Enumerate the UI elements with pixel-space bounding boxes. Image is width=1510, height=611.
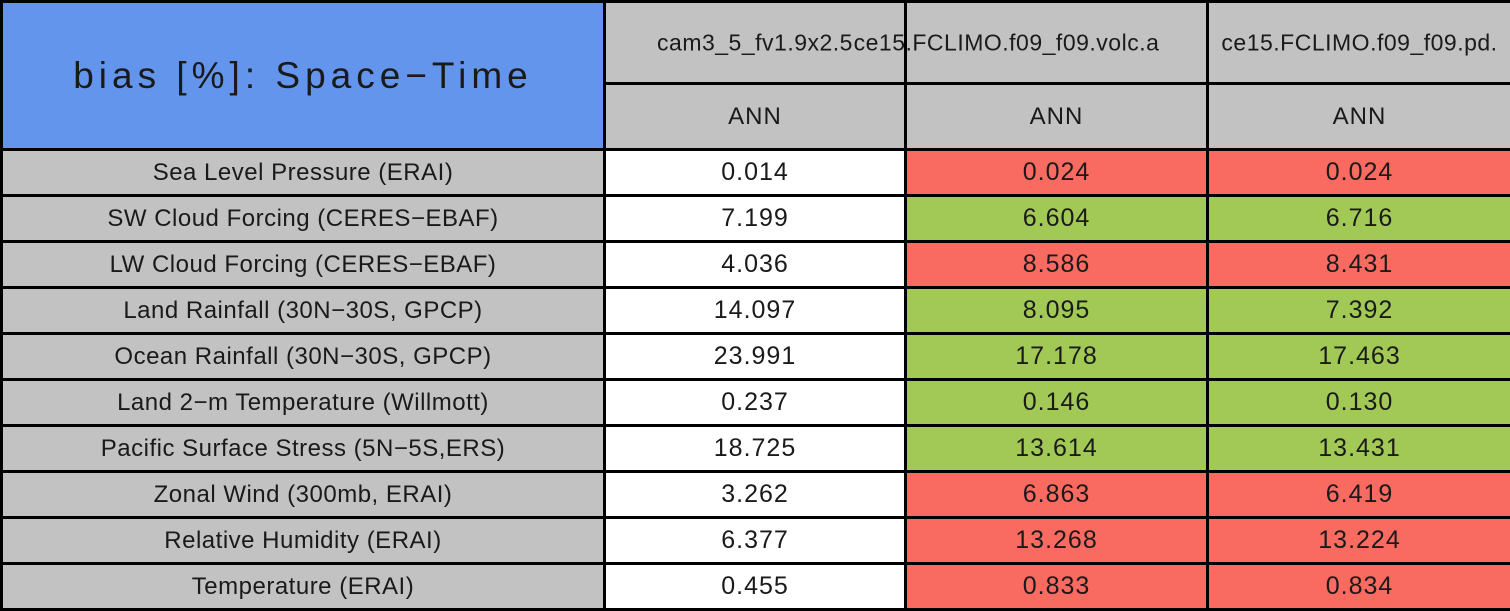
season-cell-3: ANN	[1206, 82, 1510, 151]
value-cell: 0.455	[603, 562, 907, 611]
header-row-season: ANN ANN ANN	[2, 82, 1510, 151]
column-header-case-3: ce15.FCLIMO.f09_f09.pd.	[1206, 0, 1510, 85]
season-cell-1: ANN	[603, 82, 907, 151]
value-cell: 4.036	[603, 240, 907, 289]
value-cell: 8.431	[1206, 240, 1510, 289]
table-row: Sea Level Pressure (ERAI) 0.014 0.024 0.…	[0, 148, 1510, 197]
row-label: SW Cloud Forcing (CERES−EBAF)	[0, 194, 606, 243]
table-row: Zonal Wind (300mb, ERAI) 3.262 6.863 6.4…	[0, 470, 1510, 519]
value-cell: 0.014	[603, 148, 907, 197]
value-cell: 0.024	[1206, 148, 1510, 197]
value-cell: 7.199	[603, 194, 907, 243]
value-cell: 13.224	[1206, 516, 1510, 565]
value-cell: 6.863	[904, 470, 1209, 519]
row-label: Pacific Surface Stress (5N−5S,ERS)	[0, 424, 606, 473]
table-row: Pacific Surface Stress (5N−5S,ERS) 18.72…	[0, 424, 1510, 473]
value-cell: 13.614	[904, 424, 1209, 473]
table-row: LW Cloud Forcing (CERES−EBAF) 4.036 8.58…	[0, 240, 1510, 289]
season-cell-2: ANN	[904, 82, 1209, 151]
value-cell: 17.178	[904, 332, 1209, 381]
case-2-name: ce15.FCLIMO.f09_f09.volc.a	[853, 29, 1160, 55]
value-cell: 8.586	[904, 240, 1209, 289]
value-cell: 0.024	[904, 148, 1209, 197]
value-cell: 14.097	[603, 286, 907, 335]
row-label: Relative Humidity (ERAI)	[0, 516, 606, 565]
value-cell: 6.419	[1206, 470, 1510, 519]
value-cell: 6.377	[603, 516, 907, 565]
row-label: Zonal Wind (300mb, ERAI)	[0, 470, 606, 519]
value-cell: 13.431	[1206, 424, 1510, 473]
row-label: Ocean Rainfall (30N−30S, GPCP)	[0, 332, 606, 381]
table-title: bias [%]: Space−Time	[0, 0, 606, 151]
value-cell: 6.604	[904, 194, 1209, 243]
column-header-case-1: cam3_5_fv1.9x2.5	[603, 0, 907, 85]
row-label: Land Rainfall (30N−30S, GPCP)	[0, 286, 606, 335]
value-cell: 7.392	[1206, 286, 1510, 335]
table-row: Temperature (ERAI) 0.455 0.833 0.834	[0, 562, 1510, 611]
value-cell: 0.146	[904, 378, 1209, 427]
row-label: Sea Level Pressure (ERAI)	[0, 148, 606, 197]
value-cell: 0.130	[1206, 378, 1510, 427]
value-cell: 0.834	[1206, 562, 1510, 611]
value-cell: 23.991	[603, 332, 907, 381]
value-cell: 6.716	[1206, 194, 1510, 243]
value-cell: 13.268	[904, 516, 1209, 565]
row-label: LW Cloud Forcing (CERES−EBAF)	[0, 240, 606, 289]
row-label: Temperature (ERAI)	[0, 562, 606, 611]
value-cell: 0.237	[603, 378, 907, 427]
table-row: Relative Humidity (ERAI) 6.377 13.268 13…	[0, 516, 1510, 565]
case-1-name: cam3_5_fv1.9x2.5	[657, 29, 853, 55]
value-cell: 3.262	[603, 470, 907, 519]
table-row: Land Rainfall (30N−30S, GPCP) 14.097 8.0…	[0, 286, 1510, 335]
header-row-models: bias [%]: Space−Time cam3_5_fv1.9x2.5 ce…	[0, 0, 1510, 151]
value-cell: 17.463	[1206, 332, 1510, 381]
table-row: Land 2−m Temperature (Willmott) 0.237 0.…	[0, 378, 1510, 427]
value-cell: 18.725	[603, 424, 907, 473]
case-3-name: ce15.FCLIMO.f09_f09.pd.	[1221, 29, 1498, 55]
value-cell: 0.833	[904, 562, 1209, 611]
column-header-case-2: ce15.FCLIMO.f09_f09.volc.a	[854, 0, 1209, 85]
value-cell: 8.095	[904, 286, 1209, 335]
table-row: SW Cloud Forcing (CERES−EBAF) 7.199 6.60…	[0, 194, 1510, 243]
table-row: Ocean Rainfall (30N−30S, GPCP) 23.991 17…	[0, 332, 1510, 381]
row-label: Land 2−m Temperature (Willmott)	[0, 378, 606, 427]
